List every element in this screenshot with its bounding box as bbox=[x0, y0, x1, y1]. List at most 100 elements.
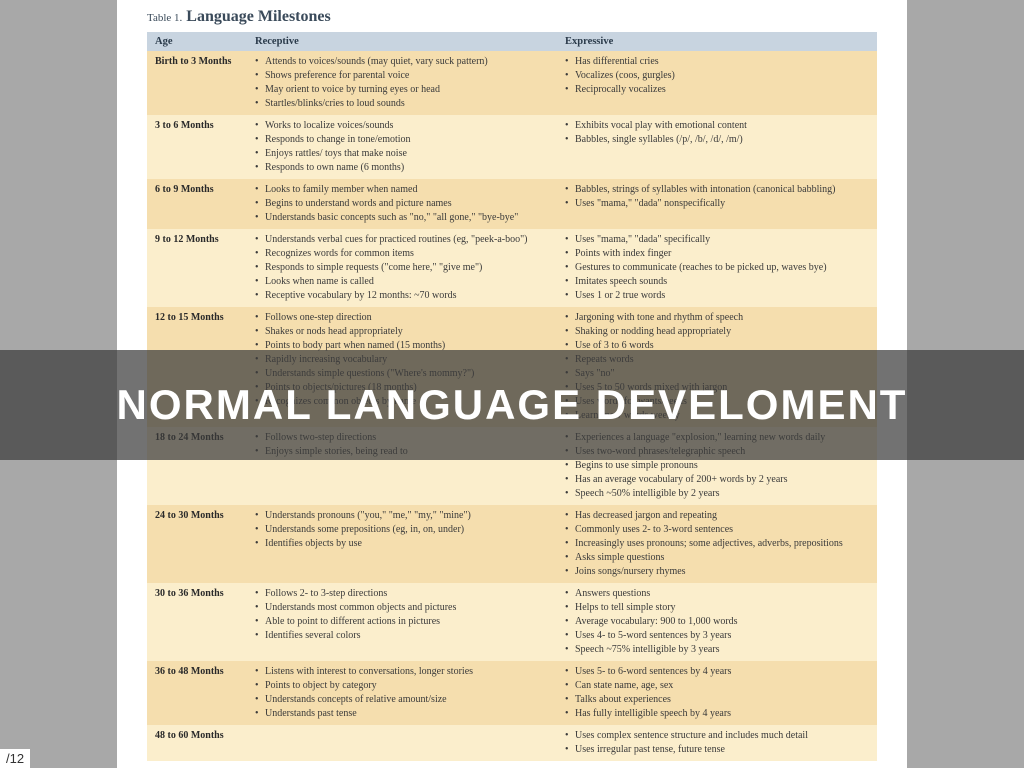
overlay-text: NORMAL LANGUAGE DEVELOMENT bbox=[117, 381, 908, 429]
expressive-cell: Uses complex sentence structure and incl… bbox=[557, 725, 877, 761]
receptive-cell: Attends to voices/sounds (may quiet, var… bbox=[247, 51, 557, 115]
list-item: Exhibits vocal play with emotional conte… bbox=[565, 119, 869, 132]
list-item: Receptive vocabulary by 12 months: ~70 w… bbox=[255, 289, 549, 302]
list-item: Responds to change in tone/emotion bbox=[255, 133, 549, 146]
table-row: 48 to 60 Months Uses complex sentence str… bbox=[147, 725, 877, 761]
page-number: /12 bbox=[0, 749, 30, 768]
receptive-cell: Listens with interest to conversations, … bbox=[247, 661, 557, 725]
list-item: Can state name, age, sex bbox=[565, 679, 869, 692]
list-item: Reciprocally vocalizes bbox=[565, 83, 869, 96]
list-item: Uses 5- to 6-word sentences by 4 years bbox=[565, 665, 869, 678]
table-number: Table 1. bbox=[147, 12, 182, 24]
table-row: 30 to 36 MonthsFollows 2- to 3-step dire… bbox=[147, 583, 877, 661]
age-cell: 36 to 48 Months bbox=[147, 661, 247, 725]
age-cell: 24 to 30 Months bbox=[147, 505, 247, 583]
list-item: Has fully intelligible speech by 4 years bbox=[565, 707, 869, 720]
list-item: Identifies several colors bbox=[255, 629, 549, 642]
expressive-cell: Has decreased jargon and repeatingCommon… bbox=[557, 505, 877, 583]
list-item: Understands some prepositions (eg, in, o… bbox=[255, 523, 549, 536]
list-item: Follows one-step direction bbox=[255, 311, 549, 324]
list-item: Understands basic concepts such as "no,"… bbox=[255, 211, 549, 224]
col-age: Age bbox=[147, 32, 247, 51]
list-item: Increasingly uses pronouns; some adjecti… bbox=[565, 537, 869, 550]
receptive-cell: Looks to family member when namedBegins … bbox=[247, 179, 557, 229]
expressive-cell: Babbles, strings of syllables with inton… bbox=[557, 179, 877, 229]
list-item: Listens with interest to conversations, … bbox=[255, 665, 549, 678]
list-item: Has decreased jargon and repeating bbox=[565, 509, 869, 522]
list-item: Speech ~50% intelligible by 2 years bbox=[565, 487, 869, 500]
list-item: Works to localize voices/sounds bbox=[255, 119, 549, 132]
list-item: Helps to tell simple story bbox=[565, 601, 869, 614]
list-item: Uses 1 or 2 true words bbox=[565, 289, 869, 302]
list-item: Talks about experiences bbox=[565, 693, 869, 706]
list-item: Babbles, single syllables (/p/, /b/, /d/… bbox=[565, 133, 869, 146]
list-item: Has differential cries bbox=[565, 55, 869, 68]
expressive-cell: Uses 5- to 6-word sentences by 4 yearsCa… bbox=[557, 661, 877, 725]
list-item: Uses 4- to 5-word sentences by 3 years bbox=[565, 629, 869, 642]
list-item: Uses complex sentence structure and incl… bbox=[565, 729, 869, 742]
list-item: Shows preference for parental voice bbox=[255, 69, 549, 82]
list-item: Imitates speech sounds bbox=[565, 275, 869, 288]
table-row: Birth to 3 Months Attends to voices/sound… bbox=[147, 51, 877, 115]
list-item: Shakes or nods head appropriately bbox=[255, 325, 549, 338]
receptive-cell: Follows 2- to 3-step directionsUnderstan… bbox=[247, 583, 557, 661]
table-row: 9 to 12 Months Understands verbal cues fo… bbox=[147, 229, 877, 307]
list-item: Has an average vocabulary of 200+ words … bbox=[565, 473, 869, 486]
receptive-cell: Works to localize voices/soundsResponds … bbox=[247, 115, 557, 179]
list-item: Attends to voices/sounds (may quiet, var… bbox=[255, 55, 549, 68]
list-item: Babbles, strings of syllables with inton… bbox=[565, 183, 869, 196]
list-item: Understands verbal cues for practiced ro… bbox=[255, 233, 549, 246]
table-title: Table 1. Language Milestones bbox=[147, 8, 877, 26]
list-item: Identifies objects by use bbox=[255, 537, 549, 550]
list-item: Answers questions bbox=[565, 587, 869, 600]
table-row: 36 to 48 Months Listens with interest to … bbox=[147, 661, 877, 725]
header-row: Age Receptive Expressive bbox=[147, 32, 877, 51]
list-item: Vocalizes (coos, gurgles) bbox=[565, 69, 869, 82]
list-item: Uses "mama," "dada" specifically bbox=[565, 233, 869, 246]
list-item: Jargoning with tone and rhythm of speech bbox=[565, 311, 869, 324]
table-row: 3 to 6 MonthsWorks to localize voices/so… bbox=[147, 115, 877, 179]
list-item: Follows 2- to 3-step directions bbox=[255, 587, 549, 600]
receptive-cell: Understands verbal cues for practiced ro… bbox=[247, 229, 557, 307]
list-item: Commonly uses 2- to 3-word sentences bbox=[565, 523, 869, 536]
age-cell: 6 to 9 Months bbox=[147, 179, 247, 229]
table-row: 24 to 30 Months Understands pronouns ("yo… bbox=[147, 505, 877, 583]
table-row: 6 to 9 MonthsLooks to family member when… bbox=[147, 179, 877, 229]
list-item: Points with index finger bbox=[565, 247, 869, 260]
list-item: Understands pronouns ("you," "me," "my,"… bbox=[255, 509, 549, 522]
list-item: Uses irregular past tense, future tense bbox=[565, 743, 869, 756]
age-cell: 30 to 36 Months bbox=[147, 583, 247, 661]
age-cell: Birth to 3 Months bbox=[147, 51, 247, 115]
list-item: Average vocabulary: 900 to 1,000 words bbox=[565, 615, 869, 628]
list-item: Understands most common objects and pict… bbox=[255, 601, 549, 614]
list-item: Begins to use simple pronouns bbox=[565, 459, 869, 472]
title-overlay: NORMAL LANGUAGE DEVELOMENT bbox=[0, 350, 1024, 460]
list-item: Enjoys rattles/ toys that make noise bbox=[255, 147, 549, 160]
list-item: Speech ~75% intelligible by 3 years bbox=[565, 643, 869, 656]
age-cell: 9 to 12 Months bbox=[147, 229, 247, 307]
receptive-cell bbox=[247, 725, 557, 761]
list-item: Asks simple questions bbox=[565, 551, 869, 564]
list-item: Begins to understand words and picture n… bbox=[255, 197, 549, 210]
expressive-cell: Answers questionsHelps to tell simple st… bbox=[557, 583, 877, 661]
list-item: May orient to voice by turning eyes or h… bbox=[255, 83, 549, 96]
list-item: Understands past tense bbox=[255, 707, 549, 720]
list-item: Looks when name is called bbox=[255, 275, 549, 288]
list-item: Responds to simple requests ("come here,… bbox=[255, 261, 549, 274]
list-item: Joins songs/nursery rhymes bbox=[565, 565, 869, 578]
expressive-cell: Exhibits vocal play with emotional conte… bbox=[557, 115, 877, 179]
list-item: Able to point to different actions in pi… bbox=[255, 615, 549, 628]
expressive-cell: Has differential criesVocalizes (coos, g… bbox=[557, 51, 877, 115]
list-item: Uses "mama," "dada" nonspecifically bbox=[565, 197, 869, 210]
list-item: Understands concepts of relative amount/… bbox=[255, 693, 549, 706]
list-item: Points to object by category bbox=[255, 679, 549, 692]
list-item: Startles/blinks/cries to loud sounds bbox=[255, 97, 549, 110]
list-item: Gestures to communicate (reaches to be p… bbox=[565, 261, 869, 274]
age-cell: 3 to 6 Months bbox=[147, 115, 247, 179]
list-item: Shaking or nodding head appropriately bbox=[565, 325, 869, 338]
expressive-cell: Uses "mama," "dada" specificallyPoints w… bbox=[557, 229, 877, 307]
receptive-cell: Understands pronouns ("you," "me," "my,"… bbox=[247, 505, 557, 583]
col-receptive: Receptive bbox=[247, 32, 557, 51]
age-cell: 48 to 60 Months bbox=[147, 725, 247, 761]
col-expressive: Expressive bbox=[557, 32, 877, 51]
